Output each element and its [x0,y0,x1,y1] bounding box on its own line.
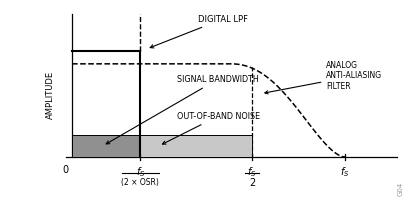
Bar [72,135,140,157]
Text: $f_S$: $f_S$ [247,165,256,179]
Text: ANALOG
ANTI-ALIASING
FILTER: ANALOG ANTI-ALIASING FILTER [264,61,382,94]
Text: OUT-OF-BAND NOISE: OUT-OF-BAND NOISE [162,112,259,144]
Bar [140,135,251,157]
Text: (2 × OSR): (2 × OSR) [121,178,159,187]
Text: G04: G04 [397,181,403,196]
Text: $f_S$: $f_S$ [135,165,145,179]
Text: AMPLITUDE: AMPLITUDE [46,71,55,119]
Text: DIGITAL LPF: DIGITAL LPF [150,14,247,48]
Text: SIGNAL BANDWIDTH: SIGNAL BANDWIDTH [106,75,258,144]
Text: 2: 2 [248,178,254,188]
Text: $f_S$: $f_S$ [339,165,349,179]
Text: 0: 0 [63,165,69,175]
